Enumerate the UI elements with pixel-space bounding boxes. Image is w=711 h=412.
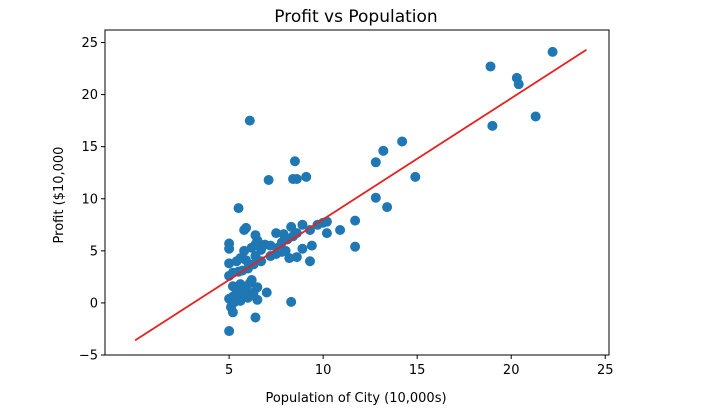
data-point xyxy=(224,326,235,337)
data-point xyxy=(297,243,308,254)
data-point xyxy=(227,307,238,318)
data-point xyxy=(246,275,257,285)
data-point xyxy=(301,171,312,182)
data-point xyxy=(350,241,361,252)
x-tick-label: 15 xyxy=(409,363,426,378)
x-axis-label: Population of City (10,000s) xyxy=(265,391,446,406)
plot-area xyxy=(134,46,587,342)
data-point xyxy=(284,253,295,264)
data-point xyxy=(530,111,541,122)
data-point xyxy=(513,79,524,90)
data-point xyxy=(252,294,263,305)
x-tick-label: 5 xyxy=(225,363,233,378)
y-axis-label: Profit ($10,000 xyxy=(52,147,67,244)
y-tick-label: 15 xyxy=(81,140,98,155)
data-point xyxy=(250,312,261,323)
data-point xyxy=(265,240,276,251)
data-point xyxy=(291,252,302,263)
data-point xyxy=(547,46,558,57)
data-point xyxy=(304,256,315,267)
chart-title: Profit vs Population xyxy=(274,7,437,27)
y-tick-label: 25 xyxy=(81,36,98,51)
x-tick-label: 20 xyxy=(503,363,520,378)
y-tick-label: 0 xyxy=(90,296,98,311)
data-point xyxy=(485,61,496,72)
x-tick-label: 10 xyxy=(315,363,332,378)
data-point xyxy=(370,157,381,168)
data-point xyxy=(241,222,252,233)
data-point xyxy=(233,203,244,214)
data-point xyxy=(382,202,393,213)
data-point xyxy=(261,287,272,298)
data-point xyxy=(256,256,267,267)
data-point xyxy=(335,225,346,235)
y-tick-label: 5 xyxy=(90,244,98,259)
data-point xyxy=(370,192,381,203)
data-point xyxy=(378,145,389,156)
data-point xyxy=(239,245,250,256)
plot-frame xyxy=(104,29,610,356)
y-tick-label: −5 xyxy=(79,349,98,364)
data-point xyxy=(244,115,255,126)
data-point xyxy=(350,215,361,226)
y-tick-label: 20 xyxy=(81,88,98,103)
data-point xyxy=(271,228,282,239)
data-point xyxy=(291,173,302,184)
data-point xyxy=(410,171,421,182)
data-point xyxy=(286,296,297,307)
regression-line xyxy=(134,49,587,342)
data-point xyxy=(487,120,498,131)
y-axis-ticks: −5 0 5 10 15 20 25 xyxy=(79,36,105,364)
data-point xyxy=(306,240,317,251)
x-tick-label: 25 xyxy=(597,363,614,378)
x-axis-ticks: 5 10 15 20 25 xyxy=(225,355,614,378)
data-point xyxy=(289,156,300,167)
data-point xyxy=(250,230,261,241)
data-point xyxy=(278,229,289,240)
data-point xyxy=(263,175,274,185)
data-point xyxy=(304,225,315,235)
data-point xyxy=(224,258,235,269)
data-point xyxy=(397,136,408,147)
data-point xyxy=(252,282,263,293)
data-point xyxy=(224,238,235,249)
data-point xyxy=(321,228,332,239)
y-tick-label: 10 xyxy=(81,192,98,207)
data-point xyxy=(297,219,308,230)
data-point xyxy=(241,255,252,266)
